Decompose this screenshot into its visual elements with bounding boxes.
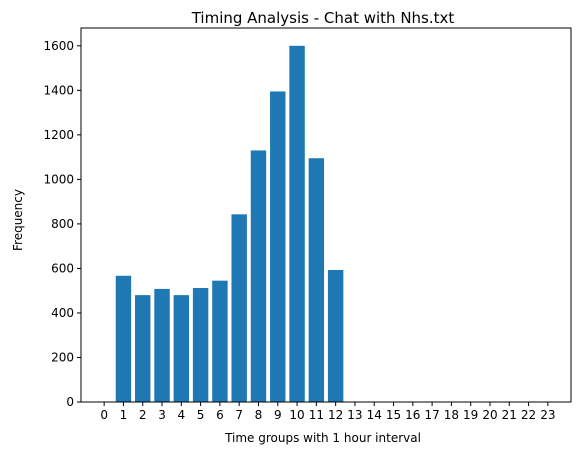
x-tick-label: 14 bbox=[367, 408, 382, 422]
bar-12 bbox=[327, 269, 344, 402]
x-tick-label: 22 bbox=[521, 408, 536, 422]
bar-2 bbox=[135, 295, 151, 402]
x-tick-label: 1 bbox=[120, 408, 128, 422]
x-tick-label: 13 bbox=[347, 408, 362, 422]
bar-7 bbox=[231, 214, 247, 402]
y-axis-label: Frequency bbox=[11, 189, 25, 251]
y-tick-label: 1000 bbox=[43, 172, 74, 186]
x-tick-label: 17 bbox=[424, 408, 439, 422]
x-tick-label: 5 bbox=[197, 408, 205, 422]
y-tick-label: 400 bbox=[51, 306, 74, 320]
y-tick-label: 1400 bbox=[43, 83, 74, 97]
x-tick-label: 9 bbox=[274, 408, 282, 422]
x-tick-label: 21 bbox=[502, 408, 517, 422]
x-tick-label: 23 bbox=[540, 408, 555, 422]
bar-1 bbox=[115, 275, 132, 402]
x-tick-label: 7 bbox=[235, 408, 243, 422]
x-tick-label: 0 bbox=[100, 408, 108, 422]
bar-5 bbox=[192, 288, 209, 402]
x-axis-label: Time groups with 1 hour interval bbox=[224, 431, 421, 445]
bar-11 bbox=[308, 158, 325, 402]
x-tick-label: 15 bbox=[386, 408, 401, 422]
y-tick-label: 600 bbox=[51, 261, 74, 275]
x-tick-label: 19 bbox=[463, 408, 478, 422]
y-tick-label: 0 bbox=[66, 395, 74, 409]
x-tick-label: 2 bbox=[139, 408, 147, 422]
bar-10 bbox=[289, 45, 305, 403]
x-tick-label: 18 bbox=[444, 408, 459, 422]
x-ticks-group: 0 1 2 3 4 5 6 7 8 9 10 11 12 13 14 15 16 17 18 19 20 21 22 23 bbox=[100, 402, 555, 422]
axes-frame bbox=[80, 27, 572, 403]
x-tick-label: 16 bbox=[405, 408, 420, 422]
y-tick-label: 1200 bbox=[43, 128, 74, 142]
x-tick-label: 10 bbox=[289, 408, 304, 422]
x-tick-label: 4 bbox=[177, 408, 185, 422]
bar-6 bbox=[212, 280, 228, 402]
x-tick-label: 12 bbox=[328, 408, 343, 422]
y-tick-label: 200 bbox=[51, 350, 74, 364]
x-tick-label: 6 bbox=[216, 408, 224, 422]
y-ticks-group: 0 200 400 600 800 1000 1200 1400 1600 bbox=[43, 39, 81, 409]
bars-group bbox=[115, 45, 344, 403]
x-tick-label: 20 bbox=[482, 408, 497, 422]
bar-9 bbox=[270, 91, 286, 403]
x-tick-label: 11 bbox=[309, 408, 324, 422]
x-tick-label: 3 bbox=[158, 408, 166, 422]
y-tick-label: 800 bbox=[51, 217, 74, 231]
bar-3 bbox=[154, 288, 170, 402]
y-tick-label: 1600 bbox=[43, 39, 74, 53]
chart-title: Timing Analysis - Chat with Nhs.txt bbox=[191, 9, 455, 27]
x-tick-label: 8 bbox=[255, 408, 263, 422]
bar-8 bbox=[250, 150, 267, 402]
bar-4 bbox=[173, 295, 190, 402]
